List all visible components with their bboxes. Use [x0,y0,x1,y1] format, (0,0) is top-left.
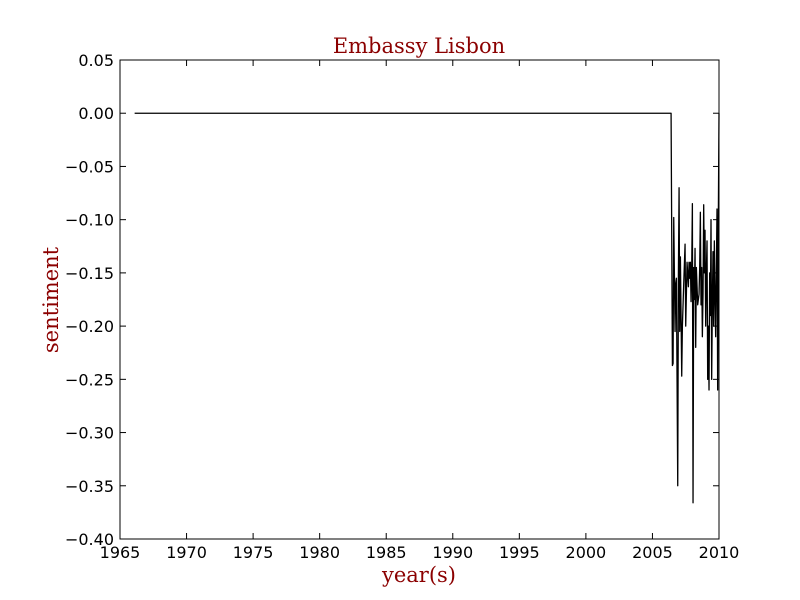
x-tick-label: 1970 [166,543,207,562]
x-axis-ticks: 1965 1970 1975 1980 1985 1990 1995 2000 2005 2010 [100,60,740,562]
x-tick-label: 2010 [699,543,740,562]
x-tick-label: 1985 [366,543,407,562]
x-tick-label: 1990 [432,543,473,562]
y-tick-label: 0.00 [78,104,114,123]
x-tick-label: 2005 [632,543,673,562]
y-tick-label: −0.05 [65,157,114,176]
y-tick-label: −0.40 [65,530,114,549]
y-tick-label: 0.05 [78,51,114,70]
series-line [134,112,720,504]
y-axis-ticks: 0.05 0.00 −0.05 −0.10 −0.15 −0.20 −0.25 −0.30 −0… [65,51,719,549]
y-tick-label: −0.15 [65,264,114,283]
y-tick-label: −0.25 [65,370,114,389]
plot-frame [119,59,720,540]
y-tick-label: −0.30 [65,424,114,443]
x-tick-label: 1980 [299,543,340,562]
x-tick-label: 1965 [100,543,141,562]
y-tick-label: −0.35 [65,477,114,496]
x-tick-label: 1995 [499,543,540,562]
x-axis-label: year(s) [381,563,456,587]
x-tick-label: 1975 [233,543,274,562]
y-axis-label: sentiment [39,246,63,353]
y-tick-label: −0.10 [65,211,114,230]
y-tick-label: −0.20 [65,317,114,336]
chart-title: Embassy Lisbon [333,34,505,58]
series-line-group [134,112,720,504]
x-tick-label: 2000 [566,543,607,562]
